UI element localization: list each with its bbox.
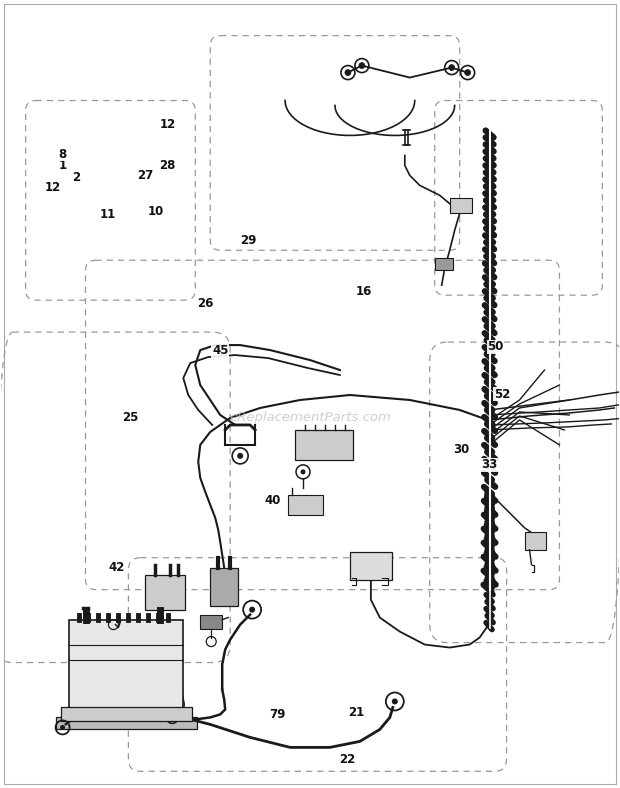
Circle shape <box>301 470 306 474</box>
Text: 29: 29 <box>240 234 256 247</box>
Text: 26: 26 <box>197 297 213 310</box>
Circle shape <box>345 69 351 76</box>
Text: 22: 22 <box>339 753 355 766</box>
Text: 25: 25 <box>122 411 139 424</box>
Text: 33: 33 <box>481 459 497 471</box>
Bar <box>210 567 238 606</box>
Text: 52: 52 <box>494 388 510 400</box>
Bar <box>288 495 323 515</box>
Bar <box>525 532 546 550</box>
Bar <box>450 199 472 214</box>
Text: 10: 10 <box>147 205 164 218</box>
Bar <box>145 574 185 610</box>
Circle shape <box>60 725 65 730</box>
Bar <box>350 552 392 580</box>
Circle shape <box>392 698 398 704</box>
Text: 11: 11 <box>100 208 116 221</box>
Text: 45: 45 <box>212 344 229 357</box>
Bar <box>61 708 192 722</box>
Text: 50: 50 <box>487 340 504 353</box>
Text: 30: 30 <box>453 443 470 455</box>
Text: 42: 42 <box>108 560 125 574</box>
Text: 21: 21 <box>348 706 365 719</box>
Circle shape <box>449 65 454 71</box>
Text: 1: 1 <box>58 159 66 173</box>
Text: 16: 16 <box>356 285 372 298</box>
Circle shape <box>464 69 471 76</box>
Text: 2: 2 <box>72 171 80 184</box>
Text: 12: 12 <box>45 180 61 194</box>
Bar <box>200 615 222 629</box>
Text: 40: 40 <box>265 494 281 507</box>
Bar <box>56 717 197 730</box>
Circle shape <box>359 62 365 69</box>
Text: 8: 8 <box>58 147 67 161</box>
Text: 12: 12 <box>159 118 176 132</box>
Text: eReplacementParts.com: eReplacementParts.com <box>229 411 391 424</box>
Bar <box>69 619 184 709</box>
Text: 79: 79 <box>270 708 286 722</box>
Text: 27: 27 <box>136 169 153 182</box>
Bar <box>435 258 453 270</box>
Circle shape <box>237 453 243 459</box>
Circle shape <box>249 607 255 612</box>
Bar <box>295 430 353 460</box>
Text: 28: 28 <box>159 159 176 173</box>
